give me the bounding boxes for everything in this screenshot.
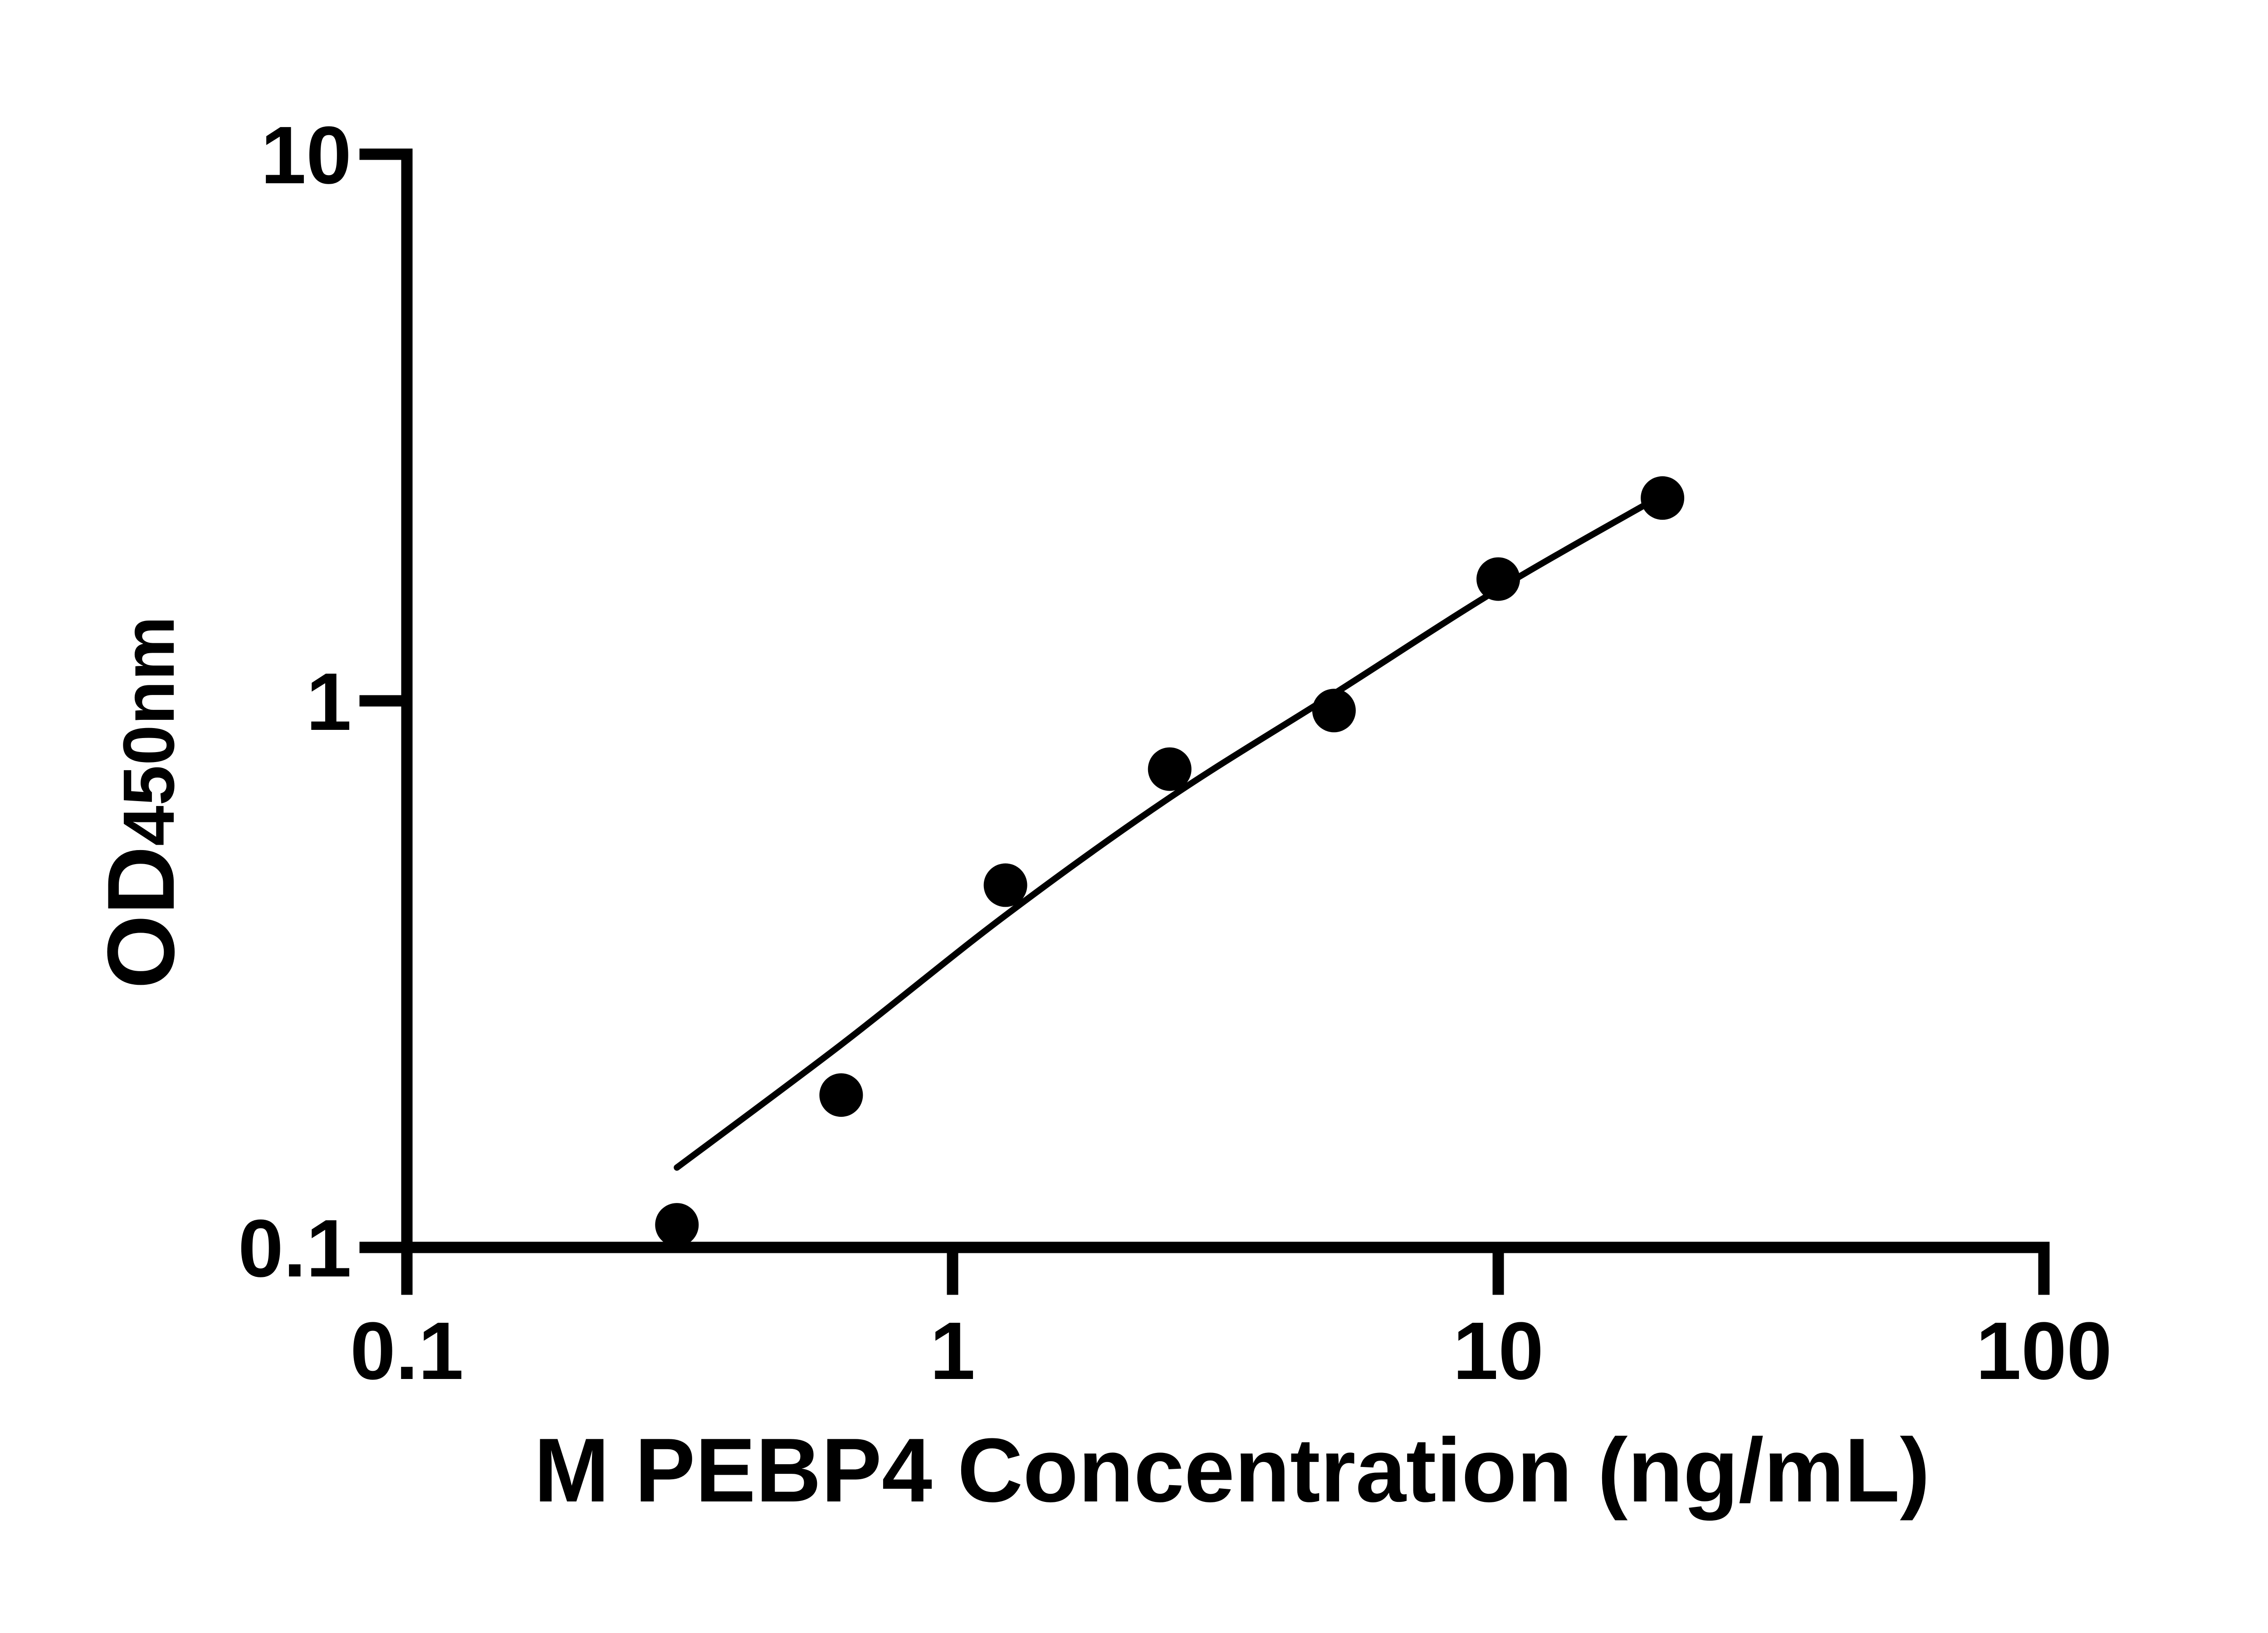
x-tick-label: 0.1 (350, 1305, 464, 1397)
axes (401, 148, 2050, 1253)
axis-ticks (359, 148, 2050, 1295)
data-points (655, 476, 1685, 1247)
y-axis-title: OD450nm (88, 616, 194, 989)
data-point (1641, 476, 1685, 520)
data-point (819, 1073, 863, 1117)
data-point (983, 863, 1027, 907)
data-point (1476, 557, 1520, 601)
data-point (1312, 689, 1356, 733)
x-tick-label: 1 (930, 1305, 975, 1397)
data-point (655, 1203, 699, 1247)
y-tick-label: 10 (261, 110, 352, 201)
x-axis-title: M PEBP4 Concentration (ng/mL) (534, 1420, 1930, 1521)
y-tick-label: 0.1 (238, 1203, 352, 1294)
x-tick-label: 100 (1976, 1305, 2112, 1397)
y-tick-label: 1 (306, 656, 352, 748)
data-point (1148, 747, 1192, 791)
y-axis-title-sub: 450nm (108, 616, 189, 846)
x-tick-label: 10 (1453, 1305, 1544, 1397)
fit-curve (674, 492, 1666, 1171)
axis-tick-labels: 0.1 1 10 100 0.1 1 10 (238, 110, 2112, 1397)
y-axis-title-main: OD (88, 846, 194, 989)
